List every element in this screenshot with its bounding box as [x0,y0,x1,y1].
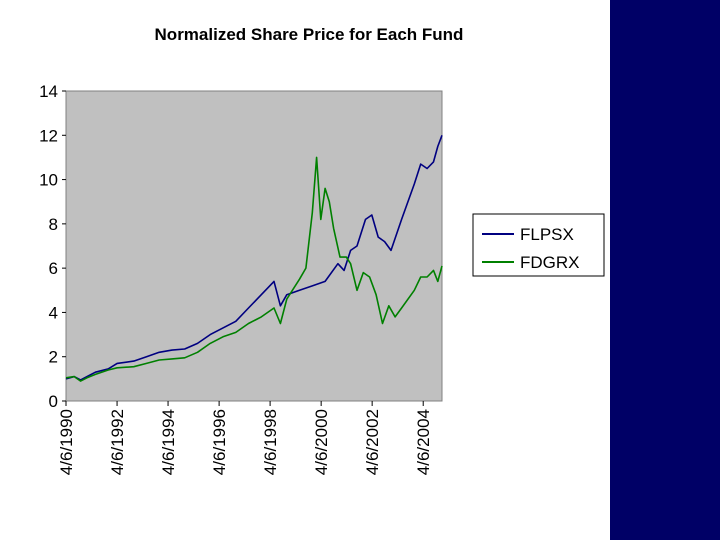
legend-label-fdgrx: FDGRX [520,253,580,272]
y-tick-label: 8 [49,215,58,234]
series-layer [65,135,443,382]
legend: FLPSX FDGRX [472,213,605,277]
y-tick-label: 12 [39,126,58,145]
slide-panel: Normalized Share Price for Each Fund 0 2 4… [0,0,610,540]
series-line-flpsx [65,135,443,381]
y-tick-label: 6 [49,259,58,278]
y-tick-label: 0 [49,392,58,411]
x-tick-label: 4/6/2004 [414,409,433,475]
y-axis: 0 2 4 6 8 10 12 14 [39,82,66,411]
x-tick-label: 4/6/1992 [108,409,127,475]
x-tick-label: 4/6/1994 [159,409,178,475]
chart-title: Normalized Share Price for Each Fund [155,25,464,44]
x-axis: 4/6/1990 4/6/1992 4/6/1994 4/6/1996 4/6/1998… [57,401,433,475]
legend-box [472,213,605,277]
series-line-fdgrx [65,156,443,382]
line-chart: Normalized Share Price for Each Fund 0 2 4… [39,25,605,475]
y-tick-label: 4 [49,303,58,322]
x-tick-label: 4/6/1998 [261,409,280,475]
y-tick-label: 14 [39,82,58,101]
y-tick-label: 10 [39,171,58,190]
plot-area [65,90,443,402]
x-tick-label: 4/6/1996 [210,409,229,475]
x-tick-label: 4/6/1990 [57,409,76,475]
x-tick-label: 4/6/2002 [363,409,382,475]
legend-label-flpsx: FLPSX [520,225,574,244]
x-tick-label: 4/6/2000 [312,409,331,475]
y-tick-label: 2 [49,348,58,367]
